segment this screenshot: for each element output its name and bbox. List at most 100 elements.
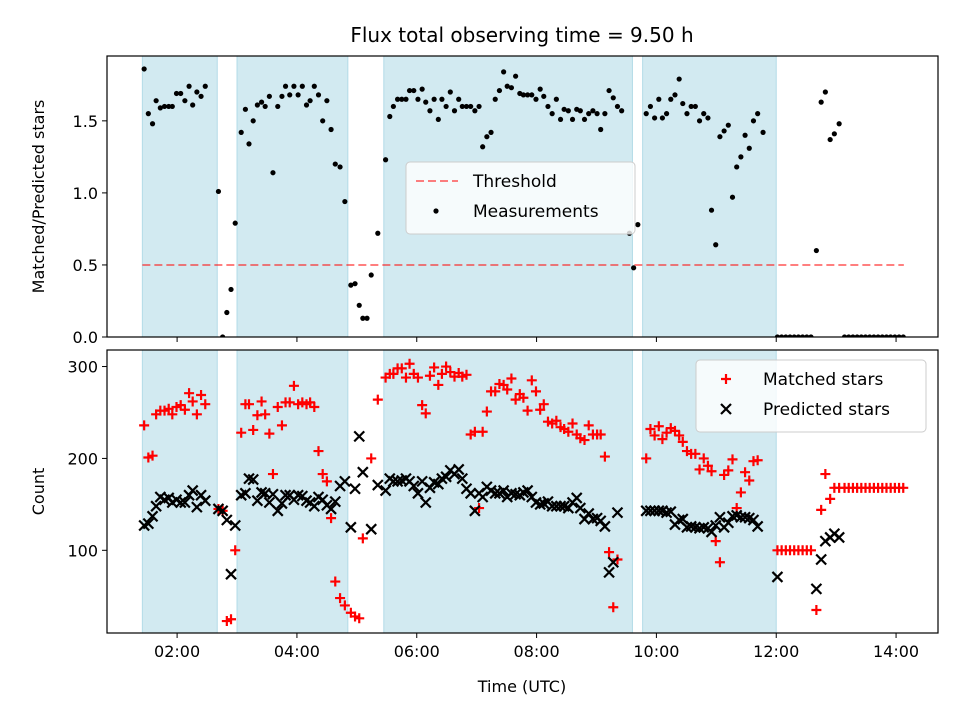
data-point [194,89,200,95]
data-point [146,510,159,523]
data-point [246,141,252,147]
data-point [896,334,902,337]
data-point [740,467,751,478]
data-point [701,111,707,117]
data-point [631,265,637,271]
legend: Threshold Measurements [405,161,636,235]
data-point [256,396,267,407]
data-point [186,83,192,89]
data-point [481,406,492,417]
data-point [549,111,555,117]
data-point [239,487,252,500]
data-point [179,496,191,509]
data-point [411,87,417,94]
data-point [804,334,810,337]
data-point [169,103,175,110]
data-point [313,446,324,457]
data-point [875,334,881,337]
data-point [360,315,366,321]
x-tick-label: 08:00 [514,642,560,661]
y-tick-label: 1.0 [73,184,98,203]
data-point [262,103,268,110]
data-point [190,102,196,108]
data-point [441,361,452,372]
data-point [276,420,287,431]
data-point [415,96,421,102]
data-point [752,455,763,466]
data-point [524,92,531,98]
data-point [567,418,578,429]
data-point [738,154,744,160]
data-point [813,247,819,254]
chart-title: Flux total observing time = 9.50 h [350,23,693,47]
data-point [858,334,864,337]
data-point [267,488,279,501]
data-point [352,281,358,287]
data-point [440,471,452,483]
data-point [815,553,827,566]
panel-counts: 100 200 300 02:00 04:00 06:00 08:00 10:00 12:00 1… [29,349,939,661]
data-point [546,500,558,512]
data-point [747,514,760,526]
data-point [520,92,526,98]
data-point [744,475,755,486]
data-point [225,568,237,580]
data-point [488,129,494,135]
data-point [581,116,588,123]
series-measurements [141,66,906,337]
data-point [433,379,444,390]
data-point [366,453,377,464]
x-axis-label: Time (UTC) [477,677,566,696]
data-point [299,83,305,89]
data-point [751,520,764,533]
data-point [357,533,368,544]
data-point [714,557,725,568]
data-point [364,315,370,321]
data-point [599,451,610,462]
data-point [349,482,361,495]
data-point [561,106,567,112]
data-point [755,111,761,117]
y-axis-label: Count [29,468,48,516]
data-point [827,136,833,143]
series-matched-stars [139,358,909,627]
data-point [521,484,534,497]
data-point [717,134,723,140]
data-point [534,498,546,511]
data-point [196,390,207,401]
data-point [267,469,278,480]
data-point [191,409,202,420]
data-point [850,334,856,337]
data-point [742,132,748,138]
data-point [447,89,453,95]
data-point [900,334,906,337]
data-point [288,380,299,391]
data-point [513,73,519,79]
y-tick-label: 200 [67,449,98,468]
data-point [309,401,320,412]
data-point [464,487,477,500]
data-point [677,436,688,447]
data-point [353,430,366,443]
data-point [698,453,709,464]
data-point [649,430,660,441]
data-point [831,131,837,137]
data-point [619,108,625,114]
data-point [250,118,256,124]
data-point [412,487,424,500]
data-point [504,83,510,89]
data-point [431,96,437,102]
data-point [533,96,539,102]
data-point [236,427,247,438]
data-point [198,93,204,99]
data-point [645,424,656,435]
data-point [674,430,685,441]
panel-ratio: 0.0 0.5 1.0 1.5 Matched/Predicted stars Thres… [29,55,939,347]
data-point [477,426,488,437]
data-point [545,103,551,110]
y-tick-label: 1.5 [73,112,98,131]
data-point [713,242,719,248]
data-point [178,90,184,97]
data-point [279,93,285,99]
data-point [308,500,321,512]
